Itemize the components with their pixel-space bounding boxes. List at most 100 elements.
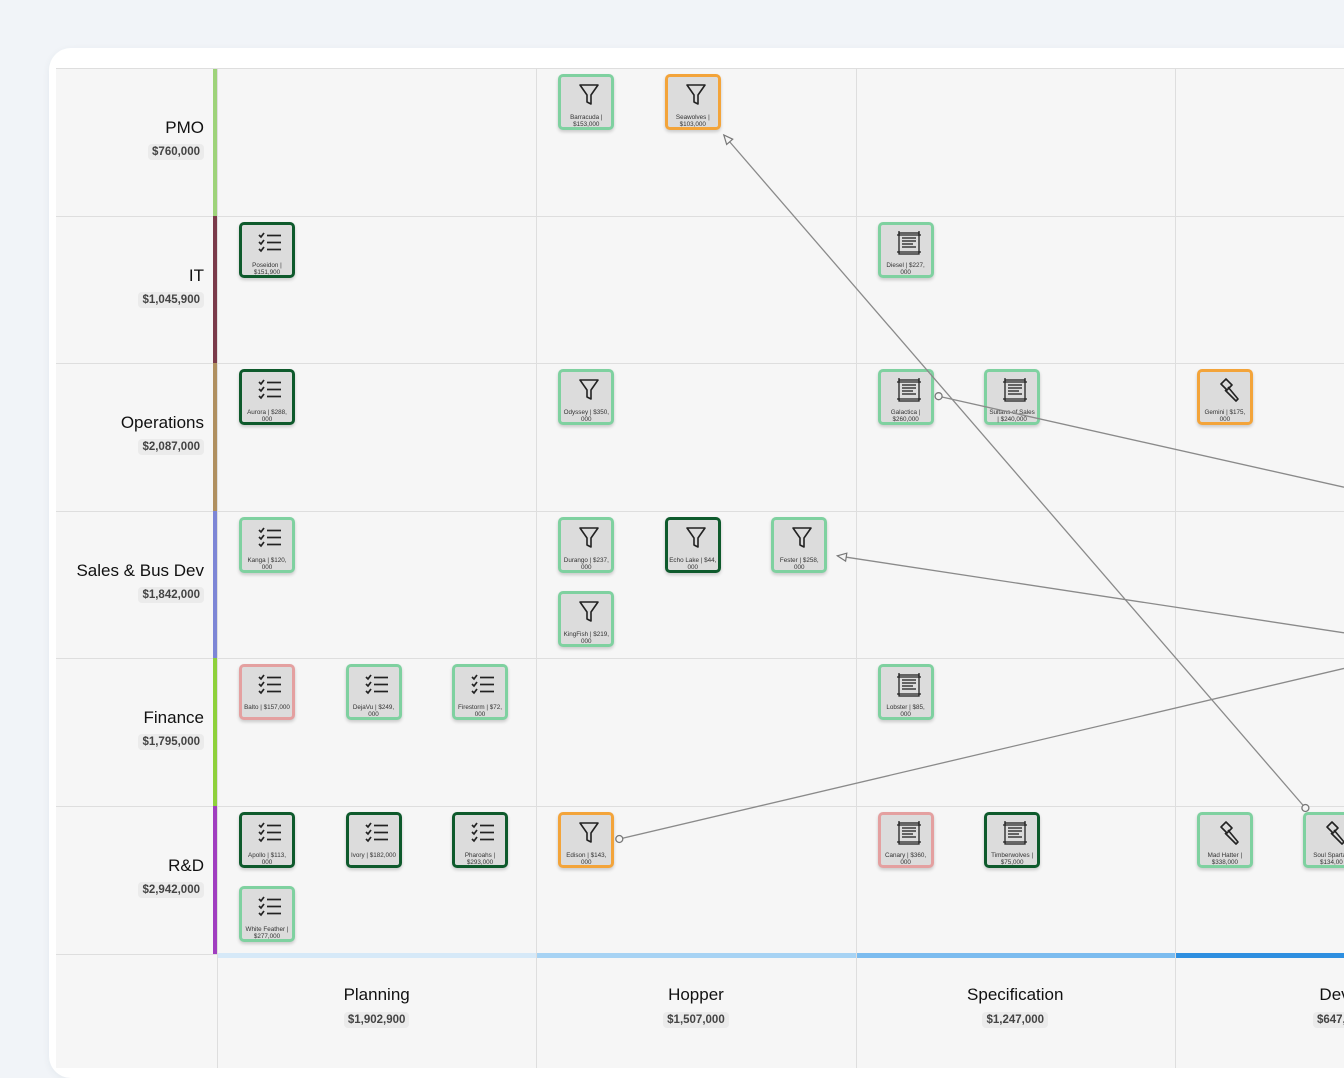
lane-name: Operations xyxy=(120,413,204,433)
card-caption: Lobster | $85, 000 xyxy=(886,704,925,719)
roadmap-card-madhatter[interactable]: Mad Hatter | $338,000 xyxy=(1196,812,1253,868)
lane-name: Sales & Bus Dev xyxy=(76,560,204,580)
stage-total-badge: $647,0 xyxy=(1312,1012,1344,1028)
stage-color-bar xyxy=(1175,953,1344,958)
roadmap-card-apollo[interactable]: Apollo | $113, 000 xyxy=(239,812,295,868)
blueprint-icon xyxy=(894,230,924,256)
roadmap-card-gemini[interactable]: Gemini | $175, 000 xyxy=(1196,369,1253,426)
roadmap-card-galactica[interactable]: Galactica | $260,000 xyxy=(877,369,934,426)
blueprint-icon xyxy=(894,672,924,698)
lane-total-badge: $2,087,000 xyxy=(138,439,204,456)
roadmap-card-pharoahs[interactable]: Pharoahs | $293,000 xyxy=(452,812,508,868)
lane-color-bar xyxy=(213,806,217,954)
hammer-icon xyxy=(1213,377,1243,403)
card-caption: Balto | $157,000 xyxy=(244,704,290,712)
lane-label-4: Finance $1,795,000 xyxy=(60,708,204,758)
lane-total-badge: $1,795,000 xyxy=(138,734,204,751)
card-caption: Timberwolves | $75,000 xyxy=(991,852,1034,866)
checklist-icon xyxy=(255,230,285,256)
roadmap-card-echolake[interactable]: Echo Lake | $44, 000 xyxy=(664,516,721,573)
lane-total-badge: $760,000 xyxy=(148,144,204,160)
checklist-icon xyxy=(255,672,285,698)
card-caption: Kanga | $120, 000 xyxy=(247,556,287,571)
roadmap-card-fester[interactable]: Fester | $258, 000 xyxy=(771,516,828,573)
roadmap-card-seawolves[interactable]: Seawolves | $103,000 xyxy=(664,74,721,130)
card-caption: Ivory | $182,000 xyxy=(350,852,397,859)
roadmap-card-dejavu[interactable]: DejaVu | $249, 000 xyxy=(345,664,402,721)
lane-name: R&D xyxy=(168,856,204,875)
stage-color-bar xyxy=(856,953,1175,958)
card-caption: Poseidon | $151,900 xyxy=(252,261,282,276)
blueprint-icon xyxy=(894,820,924,846)
roadmap-card-soulspartans[interactable]: Soul Sparta | $134,00 xyxy=(1303,812,1344,868)
blueprint-icon xyxy=(894,377,924,403)
stage-label-3: Dev $647,0 xyxy=(1175,985,1344,1035)
lane-color-bar xyxy=(213,658,217,806)
card-caption: Aurora | $288, 000 xyxy=(247,409,287,424)
roadmap-card-canary[interactable]: Canary | $360, 000 xyxy=(877,812,934,868)
lane-total-badge: $1,045,900 xyxy=(138,291,204,308)
checklist-icon xyxy=(362,820,392,846)
roadmap-card-kanga[interactable]: Kanga | $120, 000 xyxy=(239,516,295,573)
roadmap-card-balto[interactable]: Balto | $157,000 xyxy=(239,664,295,721)
lane-label-0: PMO $760,000 xyxy=(60,118,204,168)
lane-total-badge: $1,842,000 xyxy=(138,586,204,603)
card-caption: Seawolves | $103,000 xyxy=(675,114,710,128)
funnel-icon xyxy=(574,525,604,551)
lane-divider xyxy=(56,658,1344,660)
roadmap-card-poseidon[interactable]: Poseidon | $151,900 xyxy=(239,221,295,278)
stage-divider xyxy=(855,68,857,1068)
roadmap-card-kingfish[interactable]: KingFish | $219, 000 xyxy=(558,590,615,647)
stage-total-badge: $1,247,000 xyxy=(982,1012,1049,1028)
card-caption: Sultans of Sales | $240,000 xyxy=(989,409,1035,424)
roadmap-card-edison[interactable]: Edison | $143, 000 xyxy=(558,812,615,868)
checklist-icon xyxy=(362,672,392,698)
lane-divider xyxy=(56,363,1344,365)
card-caption: Gemini | $175, 000 xyxy=(1204,409,1246,424)
funnel-icon xyxy=(574,820,604,846)
stage-color-bar xyxy=(218,953,537,958)
card-caption: KingFish | $219, 000 xyxy=(563,630,609,645)
stage-name: Dev xyxy=(1319,985,1344,1004)
roadmap-card-odyssey[interactable]: Odyssey | $350, 000 xyxy=(558,369,615,426)
card-caption: Durango | $237, 000 xyxy=(563,556,609,571)
checklist-icon xyxy=(255,894,285,920)
roadmap-card-whitefeather[interactable]: White Feather | $277,000 xyxy=(239,886,295,942)
lane-color-bar xyxy=(213,68,217,216)
card-caption: Echo Lake | $44, 000 xyxy=(669,556,717,571)
stage-label-0: Planning $1,902,900 xyxy=(217,985,536,1035)
lane-color-bar xyxy=(213,363,217,511)
card-caption: White Feather | $277,000 xyxy=(245,926,289,940)
card-caption: Odyssey | $350, 000 xyxy=(563,409,609,424)
stage-name: Specification xyxy=(967,985,1064,1004)
roadmap-card-barracuda[interactable]: Barracuda | $153,000 xyxy=(558,74,615,130)
lane-name: Finance xyxy=(143,708,204,728)
lane-total-badge: $2,942,000 xyxy=(138,882,204,898)
funnel-icon xyxy=(574,377,604,403)
hammer-icon xyxy=(1319,820,1344,846)
funnel-icon xyxy=(681,82,711,108)
card-caption: Pharoahs | $293,000 xyxy=(464,852,496,866)
lane-name: IT xyxy=(188,265,204,285)
lane-label-3: Sales & Bus Dev $1,842,000 xyxy=(60,561,204,611)
roadmap-card-ivory[interactable]: Ivory | $182,000 xyxy=(345,812,402,868)
lane-label-5: R&D $2,942,000 xyxy=(60,856,204,906)
card-caption: Galactica | $260,000 xyxy=(890,409,921,424)
stage-divider xyxy=(1174,68,1176,1068)
card-caption: DejaVu | $249, 000 xyxy=(352,704,395,719)
checklist-icon xyxy=(255,377,285,403)
roadmap-card-lobster[interactable]: Lobster | $85, 000 xyxy=(877,664,934,721)
lane-name: PMO xyxy=(165,118,204,137)
roadmap-card-timberwolves[interactable]: Timberwolves | $75,000 xyxy=(984,812,1041,868)
card-caption: Soul Sparta | $134,00 xyxy=(1313,852,1344,866)
roadmap-card-aurora[interactable]: Aurora | $288, 000 xyxy=(239,369,295,426)
lane-divider xyxy=(56,68,1344,69)
roadmap-card-durango[interactable]: Durango | $237, 000 xyxy=(558,516,615,573)
roadmap-card-firestorm[interactable]: Firestorm | $72, 000 xyxy=(452,664,508,721)
roadmap-card-diesel[interactable]: Diesel | $227, 000 xyxy=(877,221,934,278)
card-caption: Canary | $360, 000 xyxy=(884,852,927,866)
lane-color-bar xyxy=(213,510,217,659)
roadmap-board: PMO $760,000 IT $1,045,900 Operations $2,087,… xyxy=(49,48,1344,1078)
roadmap-card-sultans[interactable]: Sultans of Sales | $240,000 xyxy=(984,369,1041,426)
stage-divider xyxy=(217,68,218,1068)
